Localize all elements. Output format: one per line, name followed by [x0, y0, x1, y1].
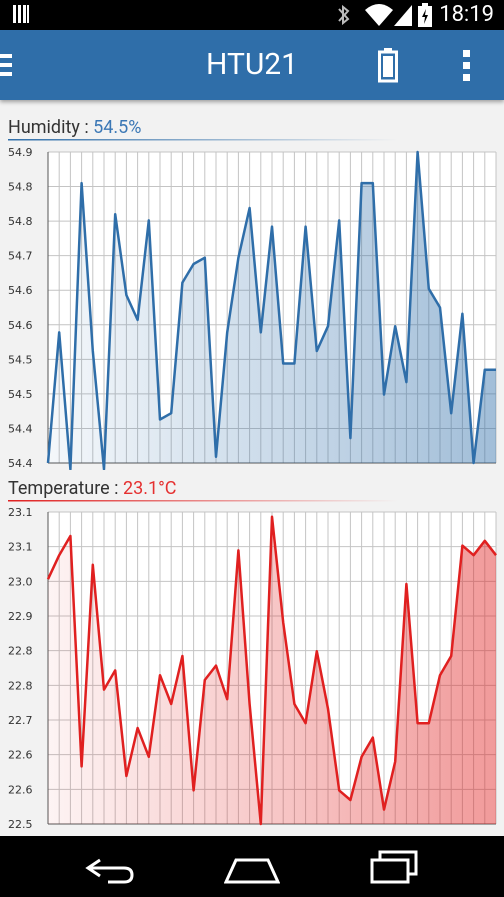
app-title: HTU21 — [205, 47, 299, 82]
app-bar: HTU21 — [0, 30, 504, 100]
humidity-y-tick-label: 54.9 — [8, 146, 33, 159]
humidity-area — [48, 152, 496, 470]
humidity-heading-underline — [8, 139, 398, 141]
signal-icon — [394, 5, 412, 26]
humidity-chart: 54.9 54.8 54.8 54.7 54.6 54.6 54.5 54.5 54.4 54.4 — [8, 139, 497, 470]
humidity-y-tick-label: 54.7 — [8, 250, 33, 263]
menu-icon[interactable] — [0, 52, 14, 78]
temperature-y-tick-label: 22.8 — [8, 645, 33, 658]
back-icon[interactable] — [84, 856, 136, 886]
humidity-y-tick-label: 54.6 — [8, 319, 33, 332]
wifi-icon — [365, 4, 393, 26]
humidity-y-tick-label: 54.8 — [8, 181, 33, 194]
temperature-y-tick-label: 22.9 — [8, 610, 33, 623]
humidity-y-tick-label: 54.5 — [8, 388, 33, 401]
humidity-y-tick-label: 54.4 — [8, 422, 33, 435]
status-bar: 18:19 — [0, 0, 504, 30]
home-icon[interactable] — [224, 856, 280, 884]
humidity-value: 54.5% — [93, 117, 142, 138]
humidity-y-tick-label: 54.4 — [8, 457, 33, 470]
battery-icon[interactable] — [378, 47, 398, 83]
recents-icon[interactable] — [368, 850, 420, 884]
humidity-y-tick-label: 54.8 — [8, 215, 33, 228]
clock: 18:19 — [439, 2, 494, 27]
temperature-y-tick-label: 23.0 — [8, 575, 33, 588]
temperature-y-tick-label: 22.8 — [8, 679, 33, 692]
humidity-label: Humidity : — [8, 117, 89, 138]
temperature-y-tick-label: 22.6 — [8, 749, 33, 762]
temperature-heading-underline — [8, 500, 398, 502]
temperature-chart: 23.1 23.1 23.0 22.9 22.8 22.8 22.7 22.6 22.6 22.5 — [8, 500, 497, 831]
temperature-heading: Temperature : 23.1°C — [8, 478, 177, 499]
temperature-y-tick-label: 23.1 — [8, 506, 33, 519]
temperature-y-tick-label: 22.5 — [8, 818, 33, 831]
notification-icon — [13, 5, 29, 23]
temperature-y-tick-label: 22.7 — [8, 714, 33, 727]
temperature-value: 23.1°C — [122, 478, 177, 499]
humidity-y-tick-label: 54.6 — [8, 284, 33, 297]
humidity-heading: Humidity : 54.5% — [8, 117, 141, 138]
battery-charging-icon — [418, 3, 432, 27]
navigation-bar — [0, 836, 504, 897]
overflow-menu-icon[interactable] — [462, 48, 472, 82]
temperature-y-tick-label: 23.1 — [8, 541, 33, 554]
temperature-label: Temperature : — [8, 478, 119, 499]
temperature-area — [48, 516, 496, 824]
bluetooth-icon — [338, 4, 350, 26]
temperature-y-tick-label: 22.6 — [8, 783, 33, 796]
humidity-y-tick-label: 54.5 — [8, 353, 33, 366]
